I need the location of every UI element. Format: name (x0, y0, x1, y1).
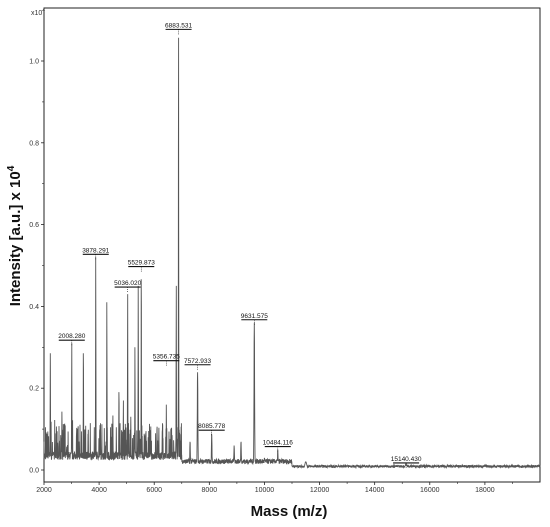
y-tick-label: 1.0 (29, 59, 39, 66)
x-tick-label: 8000 (202, 487, 218, 494)
x-tick-label: 18000 (475, 487, 495, 494)
y-tick-label: 0.4 (29, 304, 39, 311)
y-tick-label: 0.8 (29, 140, 39, 147)
y-axis-ticks: 0.0 0.2 0.4 0.6 0.8 1.0 (29, 59, 44, 475)
peak-label-group: 5356.735 (153, 354, 180, 366)
y-axis-title-text: Intensity [a.u.] x 10 (7, 171, 24, 306)
y-axis-multiplier-base: x10 (31, 10, 42, 17)
spectrum-line (43, 37, 541, 470)
peak-label: 3878.291 (82, 247, 109, 254)
peak-label-group: 9631.575 (241, 313, 268, 325)
y-axis-multiplier-exponent: 4 (42, 8, 45, 14)
peak-label: 7572.933 (184, 358, 211, 365)
peak-label: 6883.531 (165, 22, 192, 29)
x-tick-label: 16000 (420, 487, 440, 494)
x-tick-label: 12000 (310, 487, 330, 494)
y-axis-title: Intensity [a.u.] x 104 (6, 165, 24, 306)
peak-label: 5356.735 (153, 354, 180, 361)
peak-label: 5036.020 (114, 280, 141, 287)
x-tick-label: 4000 (91, 487, 107, 494)
peak-label-group: 8085.778 (198, 423, 226, 436)
y-tick-label: 0.0 (29, 468, 39, 475)
peak-label-group: 6883.531 (165, 22, 193, 35)
x-tick-label: 14000 (365, 487, 385, 494)
y-tick-label: 0.2 (29, 386, 39, 393)
peak-label: 15140.430 (391, 456, 422, 463)
peak-label-group: 10484.116 (263, 440, 294, 452)
peak-label-group: 5036.020 (114, 280, 142, 293)
x-tick-label: 2000 (36, 487, 52, 494)
spectrum-layer (43, 37, 541, 470)
peak-label-group: 5529.873 (128, 260, 155, 272)
x-axis-title: Mass (m/z) (251, 503, 328, 520)
y-axis-title-exponent: 4 (6, 165, 17, 171)
peak-labels: 2008.280 3878.291 5036.020 5529.873 6883.531… (58, 22, 422, 468)
peak-label-group: 7572.933 (184, 358, 211, 370)
peak-label: 9631.575 (241, 313, 268, 320)
x-axis-ticks: 2000 4000 6000 8000 10000 12000 14000 16000 1800… (36, 482, 513, 494)
x-tick-label: 6000 (146, 487, 162, 494)
peak-label-group: 15140.430 (391, 456, 422, 468)
peak-label: 5529.873 (128, 260, 155, 267)
y-tick-label: 0.6 (29, 222, 39, 229)
peak-label: 2008.280 (58, 333, 85, 340)
x-tick-label: 10000 (255, 487, 275, 494)
peak-label-group: 3878.291 (82, 247, 110, 260)
y-axis-multiplier: x104 (31, 8, 45, 17)
peak-label: 8085.778 (198, 423, 225, 430)
peak-label: 10484.116 (263, 440, 294, 447)
peak-label-group: 2008.280 (58, 333, 86, 346)
